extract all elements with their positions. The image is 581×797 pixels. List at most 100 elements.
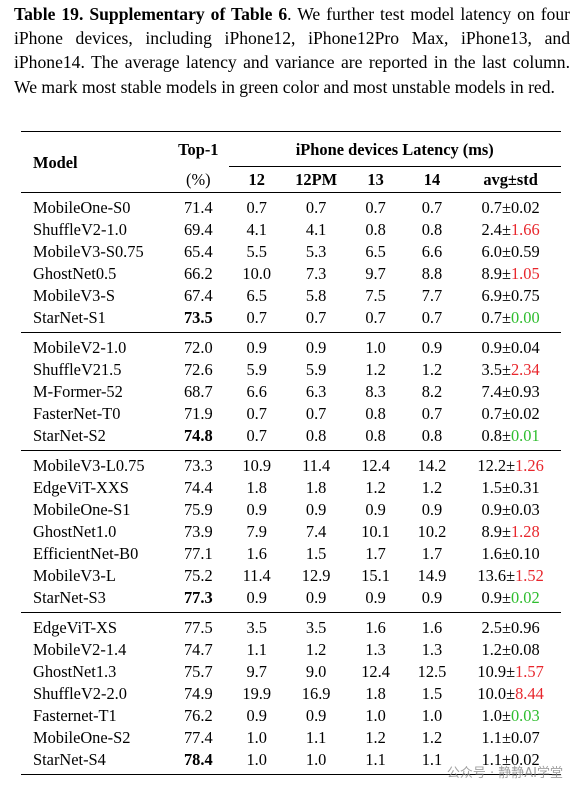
std-value: 0.02 xyxy=(510,198,540,217)
top1-cell: 67.4 xyxy=(183,286,213,305)
latency-14-cell: 14.2 xyxy=(403,450,461,477)
avg-std-cell: 10.0±8.44 xyxy=(460,683,561,705)
header-13: 13 xyxy=(367,170,384,189)
model-name-cell: Fasternet-T1 xyxy=(33,706,117,725)
latency-14-cell: 0.7 xyxy=(421,404,443,423)
std-value: 0.59 xyxy=(510,242,540,261)
top1-cell: 77.3 xyxy=(183,588,213,607)
avg-value: 3.5± xyxy=(481,360,511,379)
top1-cell: 71.9 xyxy=(183,404,213,423)
latency-12-cell: 0.7 xyxy=(246,426,267,445)
latency-12pm-cell: 0.9 xyxy=(284,332,348,359)
model-name-cell: StarNet-S1 xyxy=(33,308,106,327)
latency-12-cell: 3.5 xyxy=(228,612,285,639)
std-value: 0.01 xyxy=(510,426,540,445)
avg-std-cell: 0.7±0.02 xyxy=(460,403,561,425)
header-top1: Top-1 xyxy=(168,131,229,167)
top1-cell: 69.4 xyxy=(183,220,213,239)
avg-value: 0.9± xyxy=(481,588,511,607)
latency-13-cell: 1.2 xyxy=(365,360,386,379)
table-row: FasterNet-T0 71.9 0.7 0.7 0.8 0.7 0.7±0.02 xyxy=(21,403,561,425)
model-name-cell: MobileV3-S xyxy=(33,286,115,305)
model-name-cell: ShuffleV21.5 xyxy=(33,360,122,379)
latency-12-cell: 5.9 xyxy=(246,360,267,379)
avg-std-cell: 0.7±0.00 xyxy=(460,307,561,333)
table-row: MobileV2-1.4 74.7 1.1 1.2 1.3 1.3 1.2±0.08 xyxy=(21,639,561,661)
avg-std-cell: 8.9±1.05 xyxy=(460,263,561,285)
std-value: 1.26 xyxy=(515,456,544,475)
avg-std-cell: 1.1±0.02 xyxy=(460,749,561,775)
table-row: MobileV2-1.0 72.0 0.9 0.9 1.0 0.9 0.9±0.04 xyxy=(21,332,561,359)
table-body: MobileOne-S0 71.4 0.7 0.7 0.7 0.7 0.7±0.02 Shuf… xyxy=(21,192,561,775)
std-value: 1.52 xyxy=(515,566,544,585)
top1-cell: 75.9 xyxy=(183,500,213,519)
latency-13-cell: 0.8 xyxy=(365,426,386,445)
avg-value: 0.7± xyxy=(481,404,511,423)
latency-12pm-cell: 3.5 xyxy=(284,612,348,639)
top1-cell: 71.4 xyxy=(168,192,229,219)
avg-value: 0.7± xyxy=(481,198,511,217)
avg-value: 1.1± xyxy=(481,750,511,769)
table-row: StarNet-S1 73.5 0.7 0.7 0.7 0.7 0.7±0.00 xyxy=(21,307,561,333)
avg-std-cell: 6.9±0.75 xyxy=(460,285,561,307)
latency-12pm-cell: 5.8 xyxy=(305,286,327,305)
latency-12-cell: 1.0 xyxy=(246,728,267,747)
top1-cell: 77.1 xyxy=(183,544,213,563)
avg-std-cell: 12.2±1.26 xyxy=(460,450,561,477)
std-value: 0.02 xyxy=(510,404,540,423)
header-model: Model xyxy=(21,131,169,193)
model-name-cell: ShuffleV2-1.0 xyxy=(33,220,127,239)
avg-std-cell: 2.4±1.66 xyxy=(460,219,561,241)
latency-12-cell: 0.9 xyxy=(246,706,267,725)
header-12: 12 xyxy=(248,170,265,189)
table-row: Fasternet-T1 76.2 0.9 0.9 1.0 1.0 1.0±0.03 xyxy=(21,705,561,727)
latency-12pm-cell: 1.8 xyxy=(305,478,327,497)
latency-12pm-cell: 0.9 xyxy=(305,706,327,725)
latency-12pm-cell: 7.3 xyxy=(305,264,327,283)
latency-12-cell: 1.1 xyxy=(246,640,267,659)
latency-12-cell: 7.9 xyxy=(246,522,267,541)
avg-value: 2.5± xyxy=(481,618,511,637)
table-row: StarNet-S2 74.8 0.7 0.8 0.8 0.8 0.8±0.01 xyxy=(21,425,561,451)
avg-value: 0.8± xyxy=(481,426,511,445)
table-row: ShuffleV2-1.0 69.4 4.1 4.1 0.8 0.8 2.4±1.66 xyxy=(21,219,561,241)
latency-14-cell: 1.2 xyxy=(421,360,443,379)
top1-cell: 72.0 xyxy=(168,332,229,359)
model-name-cell: MobileV3-S0.75 xyxy=(33,242,144,261)
latency-12-cell: 0.7 xyxy=(246,308,267,327)
avg-value: 0.7± xyxy=(481,308,511,327)
top1-cell: 73.5 xyxy=(183,308,213,327)
latency-14-cell: 12.5 xyxy=(417,662,447,681)
avg-value: 10.9± xyxy=(477,662,516,681)
avg-std-cell: 10.9±1.57 xyxy=(460,661,561,683)
top1-cell: 77.4 xyxy=(183,728,213,747)
latency-12pm-cell: 0.9 xyxy=(305,588,327,607)
caption-text: . We further test model latency on four … xyxy=(14,4,571,97)
table-row: EdgeViT-XS 77.5 3.5 3.5 1.6 1.6 2.5±0.96 xyxy=(21,612,561,639)
latency-14-cell: 1.3 xyxy=(421,640,443,659)
avg-value: 8.9± xyxy=(481,264,511,283)
table-row: EdgeViT-XXS 74.4 1.8 1.8 1.2 1.2 1.5±0.31 xyxy=(21,477,561,499)
latency-12pm-cell: 4.1 xyxy=(305,220,327,239)
table-row: MobileV3-L0.75 73.3 10.9 11.4 12.4 14.2 12.2±1… xyxy=(21,450,561,477)
avg-value: 0.9± xyxy=(481,338,511,357)
latency-12pm-cell: 7.4 xyxy=(305,522,327,541)
top1-cell: 68.7 xyxy=(183,382,213,401)
avg-std-cell: 0.9±0.02 xyxy=(460,587,561,613)
model-name-cell: GhostNet1.0 xyxy=(33,522,117,541)
latency-13-cell: 0.7 xyxy=(365,308,386,327)
model-name-cell: EdgeViT-XXS xyxy=(33,478,129,497)
latency-13-cell: 12.4 xyxy=(347,450,404,477)
table-row: StarNet-S3 77.3 0.9 0.9 0.9 0.9 0.9±0.02 xyxy=(21,587,561,613)
avg-value: 6.0± xyxy=(481,242,511,261)
top1-cell: 73.3 xyxy=(168,450,229,477)
latency-13-cell: 1.8 xyxy=(365,684,386,703)
caption-title: Supplementary of Table 6 xyxy=(89,4,288,24)
latency-13-cell: 0.9 xyxy=(365,588,386,607)
table-row: MobileOne-S1 75.9 0.9 0.9 0.9 0.9 0.9±0.03 xyxy=(21,499,561,521)
latency-13-cell: 0.8 xyxy=(365,404,386,423)
latency-12-cell: 0.9 xyxy=(246,588,267,607)
latency-12-cell: 6.5 xyxy=(246,286,267,305)
model-name-cell: MobileOne-S2 xyxy=(33,728,131,747)
latency-14-cell: 0.8 xyxy=(421,426,443,445)
